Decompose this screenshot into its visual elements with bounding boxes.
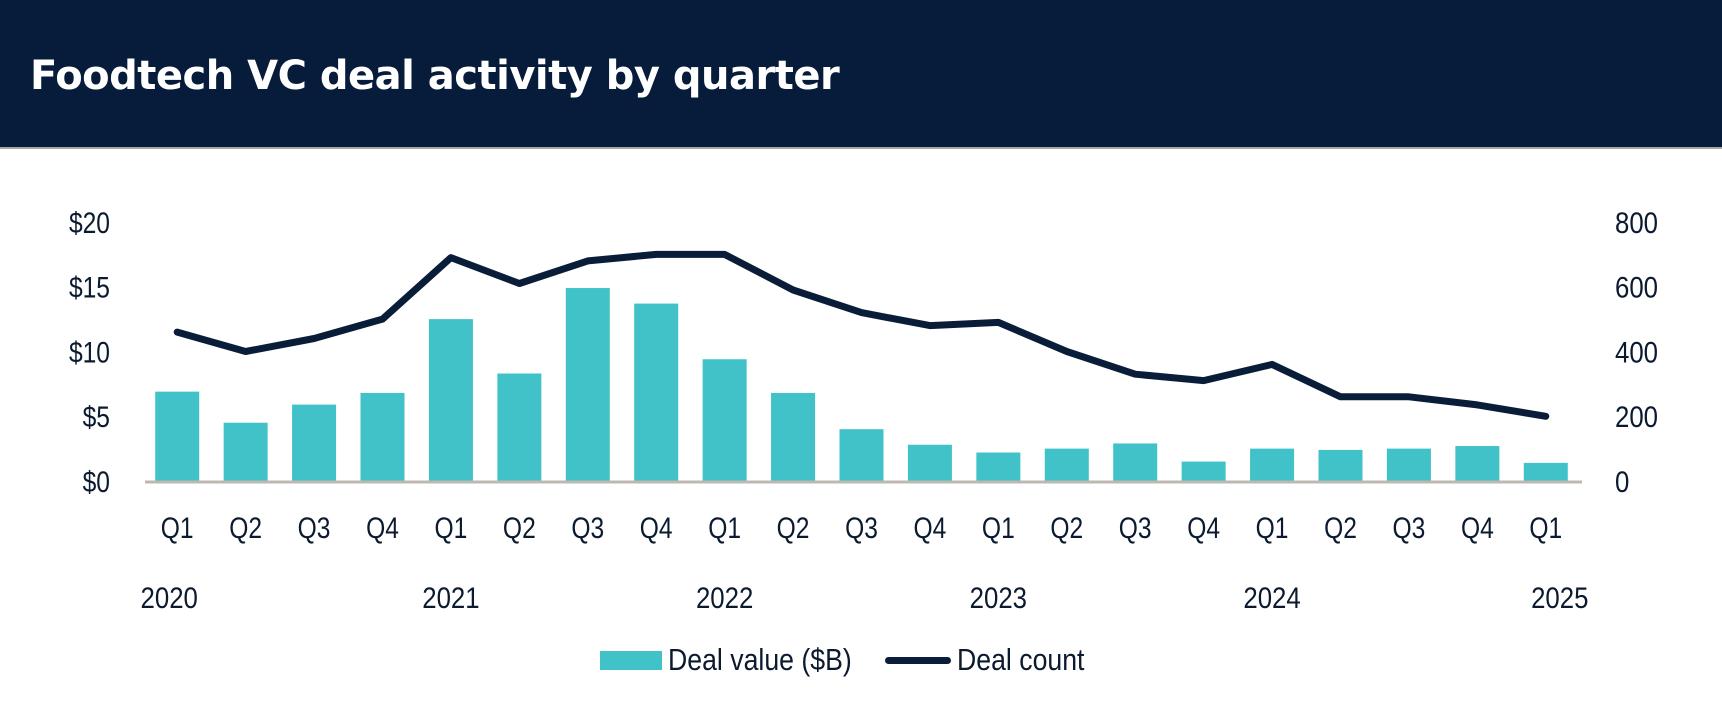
line-deal-count [173,250,1550,420]
bar-deal-value [1113,443,1158,481]
x-tick-label-quarter: Q4 [1187,511,1220,545]
legend-swatch-bar [600,650,662,670]
bar-deal-value [155,391,200,481]
left-axis: $0 $5 $10 $15 $20 [69,206,110,499]
x-tick-label-year: 2022 [696,581,753,614]
left-tick-label: $15 [69,270,110,304]
left-tick-label: $0 [83,465,110,499]
x-tick-label-quarter: Q2 [1050,511,1083,545]
x-tick-label-quarter: Q2 [503,511,536,545]
combo-chart: $0 $5 $10 $15 $20 0 200 400 600 800 Q1 Q2 Q3 Q4 Q1 Q2… [69,206,1658,615]
bar-deal-value [360,392,405,481]
x-tick-label-quarter: Q2 [777,511,810,545]
x-tick-label-quarter: Q3 [571,511,604,545]
bar-deal-value [771,392,816,481]
bar-deal-value [223,422,268,481]
x-tick-label-quarter: Q3 [845,511,878,545]
x-tick-label-quarter: Q2 [1324,511,1357,545]
bar-series-deal-value [155,288,1568,481]
right-tick-label: 800 [1615,206,1658,239]
chart-header: Foodtech VC deal activity by quarter [0,0,1722,149]
x-tick-label-quarter: Q1 [708,511,741,545]
bar-deal-value [839,429,884,481]
x-tick-label-quarter: Q4 [640,511,673,545]
x-tick-label-quarter: Q1 [1529,511,1562,545]
right-axis: 0 200 400 600 800 [1615,206,1658,498]
x-tick-label-year: 2020 [141,581,198,614]
x-tick-label-quarter: Q3 [298,511,331,545]
bar-deal-value [634,303,679,481]
x-tick-label-quarter: Q4 [914,511,947,545]
line-series-deal-count [173,250,1550,420]
x-tick-label-year: 2021 [422,581,479,614]
x-tick-label-quarter: Q3 [1393,511,1426,545]
right-tick-label: 200 [1615,400,1658,433]
bar-deal-value [907,444,952,481]
x-tick-label-quarter: Q2 [229,511,262,545]
x-tick-label-year: 2024 [1243,581,1300,614]
x-tick-label-quarter: Q4 [1461,511,1494,545]
legend-label-deal-count: Deal count [957,642,1085,677]
x-tick-label-quarter: Q3 [1119,511,1152,545]
right-tick-label: 400 [1615,336,1658,369]
left-tick-label: $5 [83,400,110,434]
bar-deal-value [1523,462,1568,481]
bar-deal-value [497,373,542,481]
x-tick-label-quarter: Q1 [1256,511,1289,545]
x-tick-label-quarter: Q1 [982,511,1015,545]
bar-deal-value [428,319,473,481]
legend-item-deal-count: Deal count [885,640,1105,680]
bar-deal-value [565,288,610,481]
right-tick-label: 0 [1615,465,1629,498]
legend-swatch-line [885,656,951,664]
chart-title: Foodtech VC deal activity by quarter [30,53,840,99]
x-tick-label-year: 2023 [970,581,1027,614]
bar-deal-value [976,452,1021,481]
x-tick-label-quarter: Q1 [161,511,194,545]
legend-label-deal-value: Deal value ($B) [668,642,852,677]
bar-deal-value [1455,446,1500,481]
bar-deal-value [702,359,747,481]
right-tick-label: 600 [1615,271,1658,304]
x-tick-label-quarter: Q4 [366,511,399,545]
bar-deal-value [1318,449,1363,481]
left-tick-label: $10 [69,335,110,369]
x-tick-label-year: 2025 [1531,581,1588,614]
left-tick-label: $20 [69,206,110,240]
legend: Deal value ($B) Deal count [0,640,1722,680]
bar-deal-value [1181,461,1226,481]
x-axis-quarter-labels: Q1 Q2 Q3 Q4 Q1 Q2 Q3 Q4 Q1 Q2 Q3 Q4 Q1 Q2 Q3 Q4 Q1 Q2 Q3 Q4… [161,511,1562,545]
bar-deal-value [292,404,337,481]
bar-deal-value [1044,448,1089,481]
x-tick-label-quarter: Q1 [435,511,468,545]
x-axis-year-labels: 2020 2021 2022 2023 2024 2025 [141,581,1589,614]
bar-deal-value [1250,448,1295,481]
legend-item-deal-value: Deal value ($B) [600,640,882,680]
bar-deal-value [1386,448,1431,481]
